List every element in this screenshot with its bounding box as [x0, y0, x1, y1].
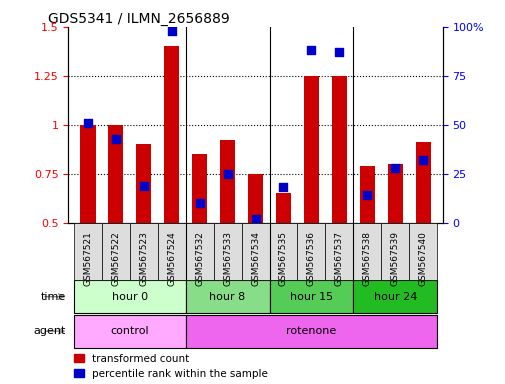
Text: GSM567533: GSM567533: [223, 231, 232, 286]
Text: GSM567540: GSM567540: [418, 231, 427, 286]
Bar: [381, 223, 409, 280]
Bar: [136, 144, 151, 223]
Text: GSM567539: GSM567539: [390, 231, 399, 286]
Bar: [220, 141, 235, 223]
Bar: [331, 76, 346, 223]
Bar: [269, 280, 352, 313]
Bar: [164, 46, 179, 223]
Text: time: time: [40, 291, 66, 302]
Bar: [185, 223, 213, 280]
Point: [84, 120, 92, 126]
Text: GDS5341 / ILMN_2656889: GDS5341 / ILMN_2656889: [48, 12, 229, 26]
Text: GSM567524: GSM567524: [167, 231, 176, 286]
Legend: transformed count, percentile rank within the sample: transformed count, percentile rank withi…: [73, 354, 268, 379]
Bar: [74, 280, 185, 313]
Point: [167, 28, 175, 34]
Bar: [102, 223, 129, 280]
Text: GSM567532: GSM567532: [195, 231, 204, 286]
Bar: [352, 223, 381, 280]
Point: [363, 192, 371, 199]
Bar: [409, 223, 436, 280]
Text: GSM567538: GSM567538: [362, 231, 371, 286]
Bar: [275, 194, 290, 223]
Bar: [158, 223, 185, 280]
Bar: [325, 223, 352, 280]
Text: control: control: [110, 326, 149, 336]
Text: hour 8: hour 8: [209, 291, 245, 302]
Text: GSM567534: GSM567534: [250, 231, 260, 286]
Text: GSM567536: GSM567536: [307, 231, 315, 286]
Text: GSM567521: GSM567521: [83, 231, 92, 286]
Point: [195, 200, 204, 206]
Bar: [74, 315, 185, 348]
Bar: [359, 166, 374, 223]
Bar: [185, 315, 436, 348]
Bar: [352, 280, 436, 313]
Bar: [185, 280, 269, 313]
Point: [335, 49, 343, 55]
Point: [139, 182, 147, 189]
Bar: [213, 223, 241, 280]
Point: [418, 157, 426, 163]
Text: GSM567522: GSM567522: [111, 231, 120, 286]
Text: agent: agent: [33, 326, 66, 336]
Text: hour 24: hour 24: [373, 291, 416, 302]
Point: [251, 216, 259, 222]
Bar: [415, 142, 430, 223]
Bar: [129, 223, 158, 280]
Point: [223, 170, 231, 177]
Bar: [303, 76, 319, 223]
Bar: [241, 223, 269, 280]
Point: [307, 47, 315, 53]
Bar: [108, 125, 123, 223]
Text: hour 15: hour 15: [289, 291, 332, 302]
Bar: [269, 223, 297, 280]
Bar: [80, 125, 95, 223]
Bar: [387, 164, 402, 223]
Point: [112, 136, 120, 142]
Bar: [191, 154, 207, 223]
Text: rotenone: rotenone: [286, 326, 336, 336]
Text: GSM567537: GSM567537: [334, 231, 343, 286]
Bar: [247, 174, 263, 223]
Point: [279, 184, 287, 190]
Text: GSM567535: GSM567535: [278, 231, 287, 286]
Text: GSM567523: GSM567523: [139, 231, 148, 286]
Text: hour 0: hour 0: [112, 291, 147, 302]
Bar: [74, 223, 102, 280]
Point: [390, 165, 398, 171]
Bar: [297, 223, 325, 280]
